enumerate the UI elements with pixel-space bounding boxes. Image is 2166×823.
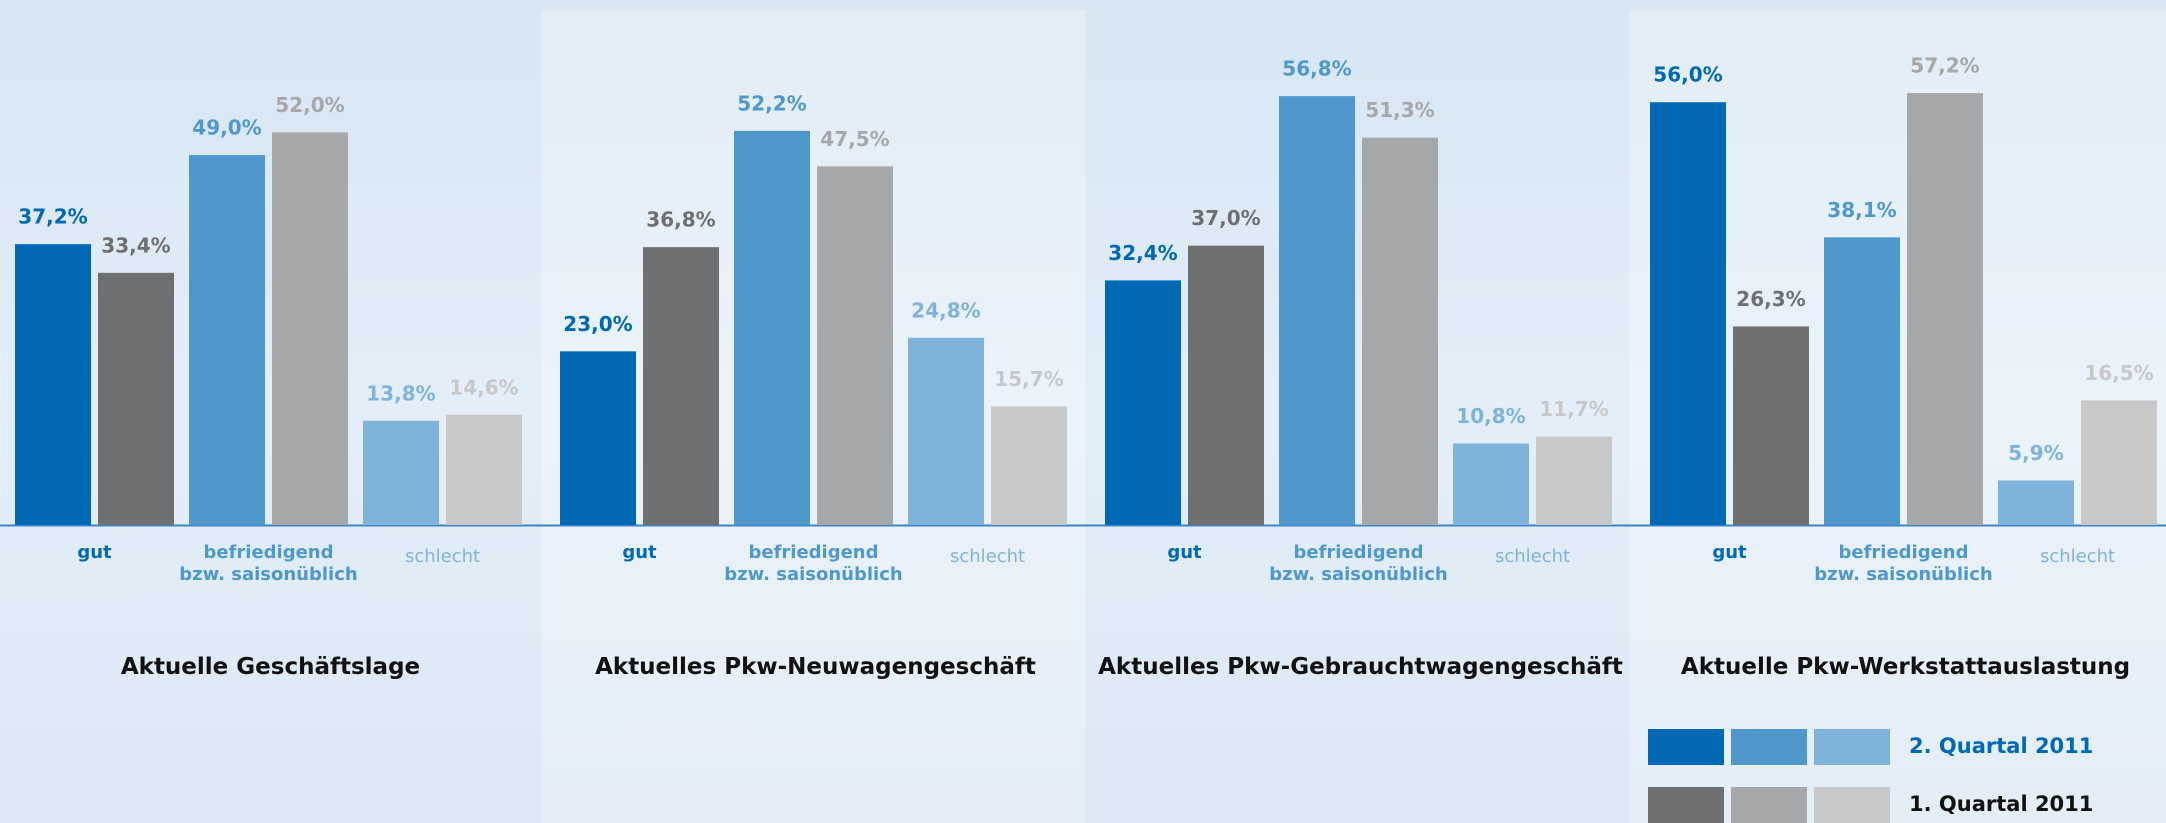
chart-title: Aktuelles Pkw-Neuwagengeschäft — [595, 654, 1036, 680]
category-label: schlecht — [404, 546, 481, 567]
value-label: 51,3% — [1365, 98, 1434, 122]
legend-swatch — [1814, 787, 1890, 823]
legend-label: 2. Quartal 2011 — [1909, 734, 2094, 758]
bar — [1536, 436, 1612, 525]
value-label: 37,2% — [18, 205, 87, 229]
category-label: gut — [1167, 542, 1202, 563]
value-label: 11,7% — [1539, 397, 1608, 421]
legend-swatch — [1731, 729, 1807, 765]
category-label: schlecht — [949, 546, 1026, 567]
value-label: 16,5% — [2084, 361, 2153, 385]
chart-title: Aktuelle Pkw-Werkstattauslastung — [1680, 654, 2131, 680]
value-label: 5,9% — [2008, 441, 2063, 465]
category-label: befriedigend bzw. saisonüblich — [1814, 542, 1993, 585]
bar — [1650, 102, 1726, 525]
category-label: schlecht — [1494, 546, 1571, 567]
value-label: 36,8% — [646, 208, 715, 232]
value-label: 38,1% — [1827, 198, 1896, 222]
value-label: 14,6% — [449, 375, 518, 399]
legend-swatch — [1648, 729, 1724, 765]
value-label: 24,8% — [911, 298, 980, 322]
category-label: gut — [1712, 542, 1747, 563]
bar — [734, 130, 810, 525]
bar — [991, 406, 1067, 525]
bar — [643, 247, 719, 525]
bar — [1998, 480, 2074, 525]
value-label: 56,0% — [1653, 63, 1722, 87]
value-label: 33,4% — [101, 233, 170, 257]
category-label: schlecht — [2039, 546, 2116, 567]
legend-label: 1. Quartal 2011 — [1909, 792, 2094, 816]
legend-swatch — [1814, 729, 1890, 765]
value-label: 56,8% — [1282, 57, 1351, 81]
bar — [363, 420, 439, 525]
bar — [1188, 245, 1264, 525]
bar — [1105, 280, 1181, 525]
value-label: 23,0% — [563, 312, 632, 336]
value-label: 13,8% — [366, 381, 435, 405]
chart-title: Aktuelle Geschäftslage — [120, 654, 421, 680]
value-label: 15,7% — [994, 367, 1063, 391]
category-label: befriedigend bzw. saisonüblich — [179, 542, 358, 585]
value-label: 52,0% — [275, 93, 344, 117]
value-label: 37,0% — [1191, 206, 1260, 230]
category-label: befriedigend bzw. saisonüblich — [1269, 542, 1448, 585]
bar — [189, 155, 265, 526]
category-label: befriedigend bzw. saisonüblich — [724, 542, 903, 585]
value-label: 57,2% — [1910, 54, 1979, 78]
bar — [1453, 443, 1529, 525]
value-label: 32,4% — [1108, 241, 1177, 265]
value-label: 52,2% — [737, 91, 806, 115]
bar — [817, 166, 893, 525]
bar — [908, 337, 984, 525]
bar — [1279, 96, 1355, 525]
value-label: 26,3% — [1736, 287, 1805, 311]
category-label: gut — [622, 542, 657, 563]
bar — [1362, 137, 1438, 525]
category-label: gut — [77, 542, 112, 563]
bar — [98, 272, 174, 525]
value-label: 10,8% — [1456, 404, 1525, 428]
legend-swatch — [1731, 787, 1807, 823]
bar — [1907, 93, 1983, 525]
value-label: 47,5% — [820, 127, 889, 151]
bar — [560, 351, 636, 525]
bar — [272, 132, 348, 525]
bar — [2081, 400, 2157, 525]
value-label: 49,0% — [192, 116, 261, 140]
bar — [1824, 237, 1900, 525]
legend-swatch — [1648, 787, 1724, 823]
bar — [1733, 326, 1809, 525]
chart-title: Aktuelles Pkw-Gebrauchtwagengeschäft — [1098, 654, 1623, 680]
bar — [446, 414, 522, 525]
bar — [15, 244, 91, 525]
